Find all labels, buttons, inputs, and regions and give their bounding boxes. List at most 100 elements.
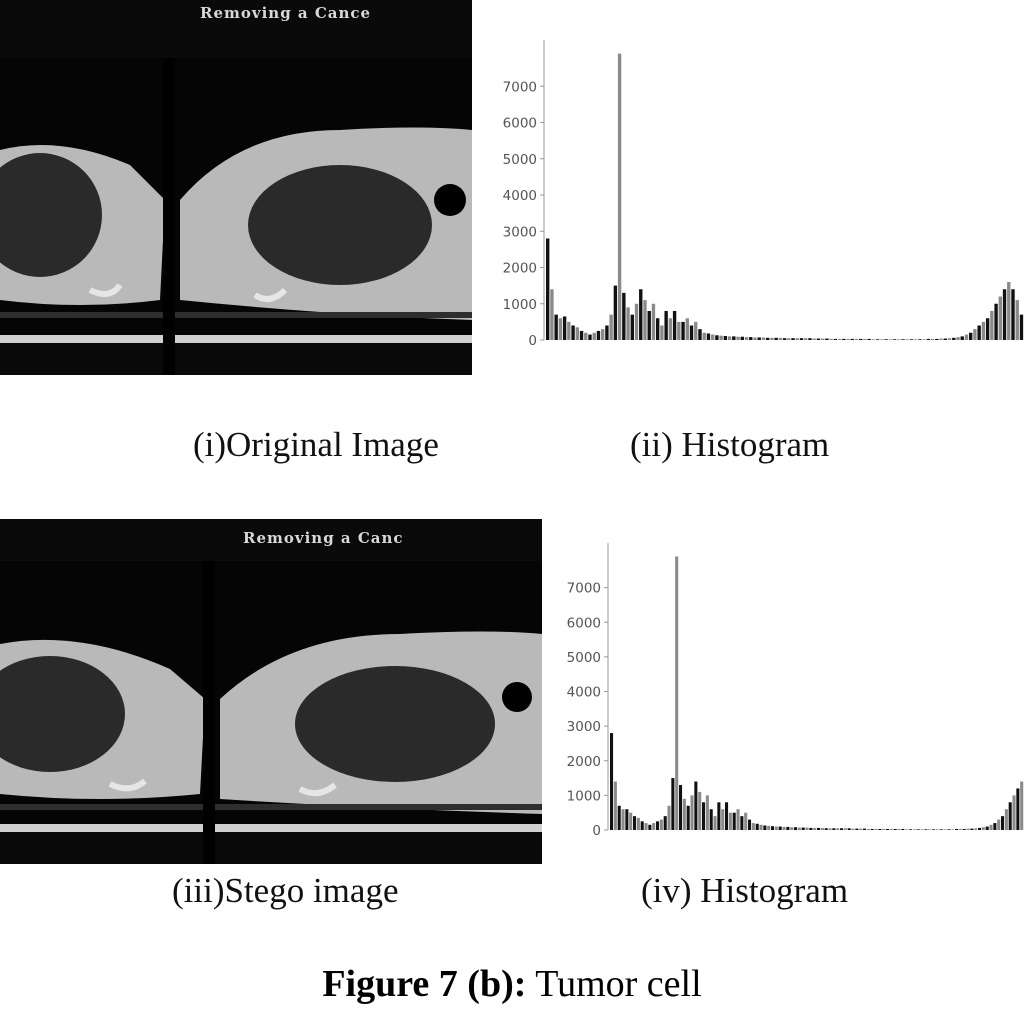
histogram-bar bbox=[851, 828, 855, 830]
histogram-bar bbox=[997, 819, 1001, 830]
histogram-bar bbox=[878, 828, 882, 830]
histogram-bar bbox=[717, 802, 721, 830]
histogram-bar bbox=[579, 330, 584, 340]
histogram-bar bbox=[808, 338, 812, 340]
histogram-bar bbox=[771, 826, 775, 830]
histogram-bar bbox=[710, 334, 715, 340]
histogram-bar bbox=[562, 316, 567, 340]
histogram-bar bbox=[744, 812, 748, 830]
ct-scan-illustration bbox=[0, 0, 472, 375]
histogram-bar bbox=[897, 828, 901, 830]
histogram-bar bbox=[721, 809, 725, 830]
histogram-bar bbox=[765, 337, 770, 340]
histogram-bar bbox=[918, 339, 922, 340]
histogram-bar bbox=[922, 339, 926, 340]
histogram-bar bbox=[969, 332, 973, 340]
histogram-bar bbox=[985, 826, 989, 830]
caption-histogram-1: (ii) Histogram bbox=[630, 425, 830, 464]
histogram-bar bbox=[740, 816, 744, 830]
histogram-bar bbox=[973, 329, 977, 340]
histogram-bar bbox=[667, 805, 671, 830]
histogram-bar bbox=[767, 825, 771, 830]
y-tick-label: 4000 bbox=[503, 188, 537, 204]
histogram-bar bbox=[947, 338, 952, 340]
histogram-bar bbox=[809, 827, 813, 830]
histogram-bar bbox=[832, 828, 836, 830]
histogram-bar bbox=[668, 318, 673, 340]
histogram-bar bbox=[893, 828, 897, 830]
histogram-bar bbox=[715, 335, 719, 340]
histogram-bar bbox=[634, 303, 639, 340]
histogram-bar bbox=[981, 827, 985, 830]
histogram-bar bbox=[824, 828, 828, 830]
histogram-bar bbox=[617, 805, 621, 830]
histogram-bar bbox=[977, 325, 981, 340]
histogram-bar bbox=[909, 339, 914, 340]
histogram-bar bbox=[836, 828, 840, 830]
histogram-bar bbox=[909, 829, 913, 830]
histogram-bar bbox=[859, 828, 863, 830]
histogram-bar bbox=[926, 338, 931, 340]
histogram-bar bbox=[592, 332, 596, 340]
histogram-bar bbox=[600, 329, 605, 340]
histogram-bar bbox=[621, 809, 625, 830]
y-tick-label: 1000 bbox=[567, 788, 601, 804]
histogram-bar bbox=[892, 339, 897, 340]
histogram-bar bbox=[820, 338, 825, 340]
histogram-bar bbox=[1020, 781, 1024, 830]
histogram-bar bbox=[694, 321, 698, 340]
histogram-bar bbox=[656, 821, 660, 830]
histogram-bar bbox=[782, 338, 787, 340]
histogram-bar bbox=[930, 338, 935, 340]
y-tick-label: 7000 bbox=[567, 581, 601, 597]
histogram-bar bbox=[901, 339, 905, 340]
histogram-bar bbox=[1004, 809, 1008, 830]
histogram-bar bbox=[874, 828, 878, 830]
histogram-bar bbox=[960, 336, 964, 340]
histogram-svg: 0 1000 2000 3000 4000 5000 6000 7000 bbox=[503, 40, 1024, 349]
y-tick-label: 6000 bbox=[567, 615, 601, 631]
histogram-bar bbox=[584, 332, 588, 340]
histogram-bar bbox=[935, 829, 939, 830]
histogram-bar bbox=[719, 335, 723, 340]
histogram-bar bbox=[686, 805, 690, 830]
histogram-bar bbox=[639, 289, 643, 340]
y-tick-label: 5000 bbox=[503, 152, 537, 168]
histogram-bar bbox=[939, 829, 943, 830]
histogram-bar bbox=[966, 828, 970, 830]
histogram-bar bbox=[690, 795, 694, 830]
histogram-bar bbox=[871, 339, 876, 340]
histogram-bar bbox=[1007, 282, 1011, 340]
histogram-bar bbox=[1016, 788, 1020, 830]
histogram-bar bbox=[813, 827, 817, 830]
histogram-bar bbox=[755, 823, 759, 830]
histogram-bar bbox=[886, 828, 890, 830]
histogram-bar bbox=[970, 828, 974, 830]
histogram-bar bbox=[791, 338, 795, 340]
histogram-bar bbox=[643, 300, 647, 340]
histogram-original: 0 1000 2000 3000 4000 5000 6000 7000 bbox=[472, 18, 1024, 349]
histogram-bar bbox=[744, 337, 749, 340]
ct-overlay-text: Removing a Cance bbox=[200, 4, 372, 22]
histogram-bar bbox=[759, 824, 763, 830]
histogram-bar bbox=[943, 829, 947, 830]
histogram-bar bbox=[630, 314, 634, 340]
histogram-bar bbox=[870, 828, 874, 830]
histogram-bar bbox=[993, 823, 997, 830]
histogram-bar bbox=[943, 338, 948, 340]
histogram-bar bbox=[610, 733, 614, 830]
histogram-bar bbox=[749, 337, 753, 340]
ct-overlay-text: Removing a Canc bbox=[243, 529, 404, 547]
histogram-bar bbox=[964, 334, 969, 340]
histogram-bar bbox=[889, 828, 893, 830]
histogram-bar bbox=[636, 817, 640, 830]
histogram-bar bbox=[884, 339, 888, 340]
histogram-bar bbox=[863, 828, 867, 830]
histogram-bar bbox=[981, 321, 986, 340]
histogram-bar bbox=[644, 823, 648, 830]
histogram-bar bbox=[782, 826, 786, 830]
histogram-bar bbox=[1002, 289, 1007, 340]
histogram-bar bbox=[567, 321, 571, 340]
histogram-bar bbox=[648, 824, 652, 830]
histogram-bar bbox=[801, 827, 805, 830]
